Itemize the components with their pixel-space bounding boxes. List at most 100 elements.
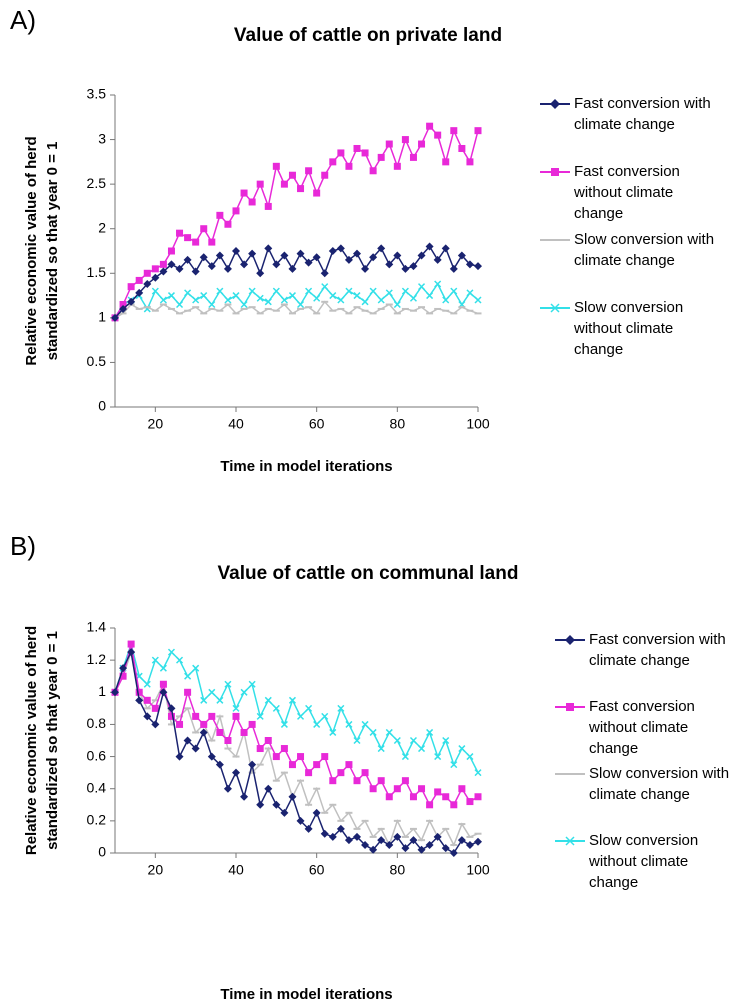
marker [305,167,313,175]
marker [353,736,361,745]
y-tick-label: 0.6 [87,747,107,763]
marker [329,292,337,300]
marker [264,244,273,253]
y-axis-label: Relative economic value of herd standardi… [23,626,61,855]
chart: A) Value of cattle on private land Time in… [10,5,714,475]
series [111,640,482,777]
marker [337,296,345,304]
marker [344,836,353,845]
marker [361,298,369,306]
marker [232,207,240,215]
y-tick-label: 0.4 [87,779,107,795]
marker [321,753,329,761]
marker [176,720,184,728]
marker [377,153,385,161]
y-tick-label: 0 [98,844,106,860]
marker [264,737,272,744]
marker [385,793,393,801]
marker [385,728,393,736]
marker [418,283,426,291]
chart-title: Value of cattle on communal land [218,563,519,584]
marker [329,777,337,785]
marker [320,829,329,838]
x-tick-label: 60 [309,862,325,878]
marker [288,761,296,769]
marker [208,712,216,720]
series [111,300,482,319]
marker [418,745,426,753]
y-tick-label: 3 [98,130,106,146]
legend-label: Slow conversion with climate change [574,231,714,269]
marker [127,648,136,657]
x-tick-label: 40 [228,862,244,878]
marker [474,262,482,271]
marker [401,777,409,785]
y-tick-label: 0.8 [87,715,107,731]
series-line [114,641,479,773]
marker [353,144,361,152]
marker [449,849,458,857]
marker [418,140,426,148]
marker [184,672,192,680]
marker [256,269,265,278]
marker [441,844,450,853]
marker [151,720,160,729]
marker [175,752,184,761]
marker [361,264,370,273]
marker [151,287,159,295]
marker [248,249,257,258]
marker [159,688,168,697]
marker [167,247,175,255]
marker [313,189,321,197]
y-tick-label: 1 [98,683,106,699]
marker [167,292,175,300]
marker [159,664,167,672]
y-tick-label: 1 [98,309,106,325]
marker [409,793,417,801]
marker [272,800,281,809]
marker [199,253,208,262]
marker [288,792,297,801]
marker [224,737,232,744]
marker [442,158,450,166]
marker [442,793,450,801]
marker [272,260,281,269]
series-line [114,282,479,319]
marker [232,247,240,255]
marker [409,736,417,745]
marker [167,704,176,713]
marker [151,265,159,273]
marker [328,247,337,255]
legend-label: Slow conversion with climate change [589,765,729,803]
panel-label: B) [10,531,36,561]
legend-label: Slow conversion without climate change [573,299,683,358]
marker [224,296,232,304]
marker [320,269,329,278]
marker [151,273,160,282]
marker [280,296,288,304]
marker [369,287,377,295]
marker [207,752,216,761]
marker [329,728,337,736]
marker [369,845,378,854]
marker [199,728,208,737]
marker [393,785,401,793]
y-tick-label: 1.4 [87,619,107,635]
marker [119,304,128,313]
marker [176,300,184,309]
marker [216,287,224,295]
marker [288,292,296,300]
marker [353,832,361,841]
marker [465,260,474,269]
marker [176,656,184,664]
marker [393,300,401,309]
marker [176,229,184,237]
marker [111,688,119,697]
marker [457,251,466,260]
series [111,122,482,322]
marker [417,251,426,260]
marker [240,792,249,801]
x-tick-label: 60 [309,416,325,432]
